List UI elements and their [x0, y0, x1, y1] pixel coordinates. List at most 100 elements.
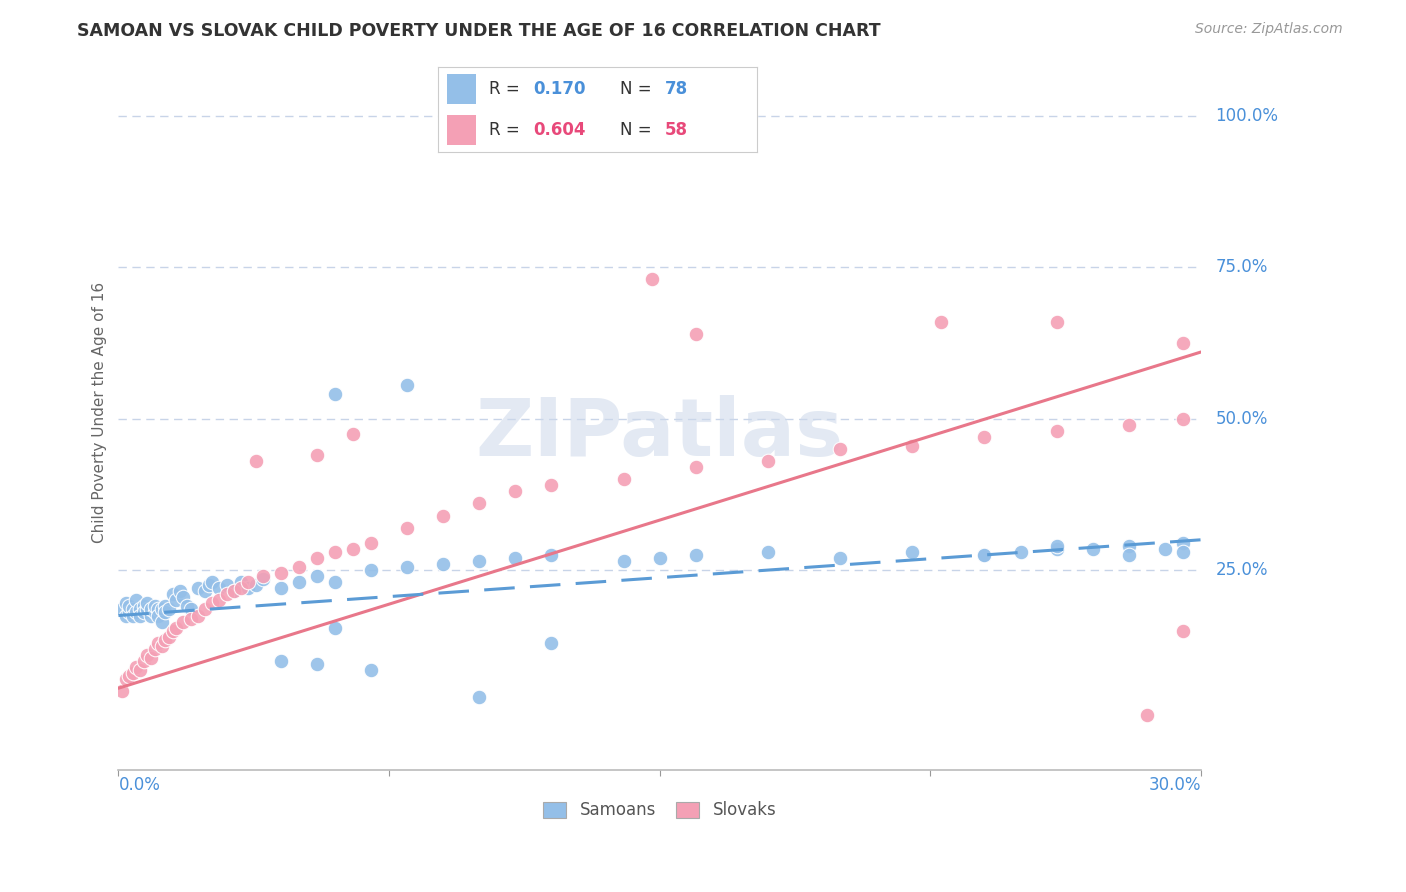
Point [197, 578, 219, 592]
Point [270, 581, 292, 595]
Point [194, 602, 217, 616]
Point [201, 575, 224, 590]
Point [162, 624, 184, 638]
Point [613, 554, 636, 568]
Point [1046, 315, 1069, 329]
Text: SAMOAN VS SLOVAK CHILD POVERTY UNDER THE AGE OF 16 CORRELATION CHART: SAMOAN VS SLOVAK CHILD POVERTY UNDER THE… [77, 22, 882, 40]
Point [125, 606, 148, 620]
Point [125, 660, 148, 674]
Point [973, 548, 995, 562]
Point [1136, 708, 1159, 723]
Point [222, 584, 245, 599]
Point [270, 566, 292, 580]
Point [139, 602, 162, 616]
Point [114, 596, 136, 610]
Point [360, 663, 382, 677]
Point [305, 551, 328, 566]
Point [150, 602, 173, 616]
Point [305, 448, 328, 462]
Point [215, 587, 238, 601]
Point [125, 593, 148, 607]
Point [685, 460, 707, 475]
Text: Source: ZipAtlas.com: Source: ZipAtlas.com [1195, 22, 1343, 37]
Point [146, 602, 169, 616]
Point [132, 599, 155, 614]
Point [540, 478, 562, 492]
Point [238, 575, 260, 590]
Point [830, 551, 852, 566]
Point [238, 581, 260, 595]
Point [176, 599, 198, 614]
Point [973, 548, 995, 562]
Point [1046, 424, 1069, 438]
Text: 30.0%: 30.0% [1149, 776, 1201, 794]
Text: 75.0%: 75.0% [1215, 258, 1268, 277]
Point [157, 630, 180, 644]
Point [172, 591, 194, 605]
Point [929, 315, 952, 329]
Point [155, 632, 177, 647]
Point [685, 326, 707, 341]
Point [122, 666, 145, 681]
Point [1171, 624, 1194, 638]
Point [122, 608, 145, 623]
Text: 50.0%: 50.0% [1215, 409, 1268, 427]
Point [1081, 541, 1104, 556]
Point [288, 560, 311, 574]
Point [648, 551, 671, 566]
Point [756, 545, 779, 559]
Point [432, 557, 454, 571]
Point [150, 615, 173, 629]
Point [641, 272, 664, 286]
Point [194, 584, 217, 599]
Point [540, 636, 562, 650]
Point [129, 663, 152, 677]
Point [111, 684, 134, 698]
Point [201, 596, 224, 610]
Point [305, 657, 328, 671]
Point [208, 581, 231, 595]
Point [180, 602, 202, 616]
Point [208, 593, 231, 607]
Point [323, 575, 346, 590]
Point [360, 563, 382, 577]
Point [360, 536, 382, 550]
Point [155, 599, 177, 614]
Point [231, 581, 253, 595]
Point [143, 599, 166, 614]
Point [132, 606, 155, 620]
Point [738, 109, 761, 123]
Point [613, 472, 636, 486]
Point [150, 639, 173, 653]
Point [139, 608, 162, 623]
Point [288, 575, 311, 590]
Point [129, 602, 152, 616]
Point [1046, 539, 1069, 553]
Point [187, 608, 209, 623]
Point [222, 584, 245, 599]
Point [342, 541, 364, 556]
Point [245, 578, 267, 592]
Point [468, 690, 491, 705]
Point [172, 615, 194, 629]
Point [245, 454, 267, 468]
Point [162, 587, 184, 601]
Point [215, 578, 238, 592]
Point [468, 496, 491, 510]
Point [118, 669, 141, 683]
Point [432, 508, 454, 523]
Text: 25.0%: 25.0% [1215, 561, 1268, 579]
Point [1046, 541, 1069, 556]
Point [1171, 536, 1194, 550]
Text: ZIPatlas: ZIPatlas [475, 395, 844, 473]
Point [165, 621, 187, 635]
Point [901, 545, 924, 559]
Point [468, 554, 491, 568]
Text: 100.0%: 100.0% [1215, 107, 1278, 125]
Point [122, 602, 145, 616]
Point [1171, 335, 1194, 350]
Point [111, 602, 134, 616]
Point [1118, 539, 1140, 553]
Point [143, 606, 166, 620]
Point [396, 521, 419, 535]
